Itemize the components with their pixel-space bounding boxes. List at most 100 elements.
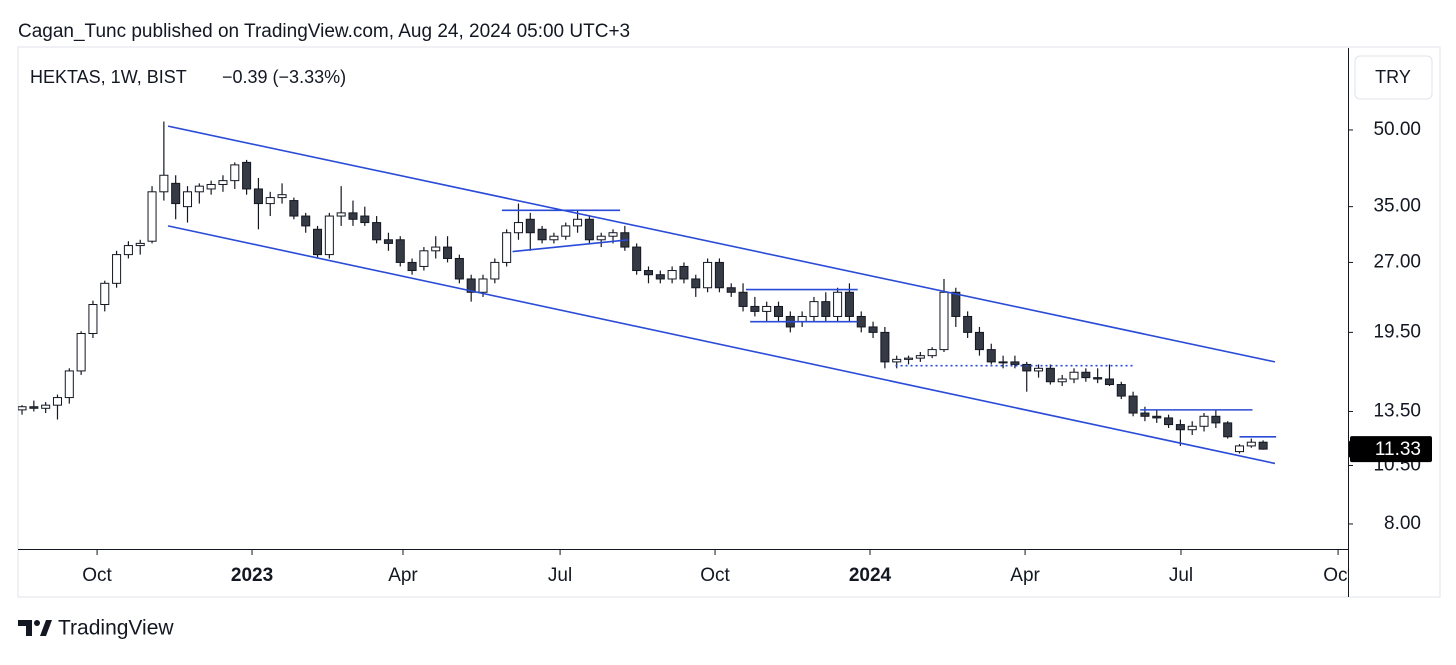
candle-body xyxy=(171,182,181,205)
candle-body xyxy=(1223,422,1233,438)
candle-body xyxy=(1069,371,1079,380)
candle-body xyxy=(265,197,275,205)
candle-body xyxy=(584,218,594,241)
candle-body xyxy=(336,212,346,217)
candle-body xyxy=(1164,417,1174,426)
candle-body xyxy=(1057,378,1067,383)
x-tick-label: Jul xyxy=(1169,565,1193,586)
candle-body xyxy=(419,250,429,267)
x-axis: Oct 2023 Apr Jul Oct 2024 Apr Jul Oct xyxy=(82,550,1353,586)
candle-body xyxy=(52,397,62,406)
candle-body xyxy=(986,349,996,363)
candle-body xyxy=(561,225,571,237)
candle-body xyxy=(714,261,724,289)
change: −0.39 (−3.33%) xyxy=(222,67,346,87)
candle-body xyxy=(726,287,736,293)
candle-body xyxy=(880,331,890,363)
candle-body xyxy=(289,200,299,217)
candle-body xyxy=(466,278,476,293)
trend-line xyxy=(167,225,1276,465)
candle-body xyxy=(643,270,654,276)
candle-body xyxy=(655,274,665,280)
candle-body xyxy=(821,301,831,317)
chart-frame xyxy=(17,46,1441,598)
candle-body xyxy=(608,232,618,237)
candle-body xyxy=(454,257,464,280)
last-price: 11.33 xyxy=(1375,439,1421,460)
y-tick-label: 50.00 xyxy=(1373,119,1421,140)
candle-body xyxy=(691,278,701,289)
candle-body xyxy=(1022,363,1032,372)
candle-body xyxy=(1104,378,1114,386)
x-tick-label: Oct xyxy=(700,565,730,586)
header: Cagan_Tunc published on TradingView.com,… xyxy=(18,21,630,42)
candle-body xyxy=(1140,412,1150,417)
candle-body xyxy=(1246,441,1256,447)
candle-body xyxy=(76,332,86,372)
symbol: HEKTAS, 1W, BIST xyxy=(30,67,187,87)
candle-body xyxy=(939,291,949,351)
candle-body xyxy=(927,349,937,357)
candle-body xyxy=(1258,441,1268,450)
y-tick-label: 35.00 xyxy=(1373,196,1421,217)
candle-body xyxy=(431,246,441,252)
candle-body xyxy=(478,278,488,293)
candle-body xyxy=(998,361,1008,364)
candle-body xyxy=(348,212,358,220)
candle-body xyxy=(573,218,583,227)
candle-body xyxy=(159,174,169,193)
candle-body xyxy=(395,239,405,263)
plot xyxy=(18,121,1277,465)
candle-body xyxy=(123,245,133,256)
candle-body xyxy=(490,261,500,280)
candle-body xyxy=(632,246,642,272)
candle-body xyxy=(100,282,110,306)
candle-body xyxy=(29,406,39,409)
candle-body xyxy=(301,215,311,227)
y-tick-label: 8.00 xyxy=(1384,513,1421,534)
last-price-tag xyxy=(1350,436,1432,463)
candle-body xyxy=(1128,395,1138,414)
x-tick-label: Oct xyxy=(1323,565,1353,586)
candle-body xyxy=(313,228,323,256)
candle-body xyxy=(1152,415,1162,419)
candle-body xyxy=(407,261,417,272)
candle-body xyxy=(738,291,748,307)
candle-body xyxy=(762,305,772,312)
candle-body xyxy=(41,404,51,409)
candle-body xyxy=(667,270,677,280)
candle-body xyxy=(844,291,854,317)
candle-body xyxy=(951,291,961,317)
candle-body xyxy=(513,222,523,234)
trend-line xyxy=(167,125,1276,363)
candle-body xyxy=(833,291,843,317)
candle-body xyxy=(182,191,193,208)
candle-body xyxy=(112,254,122,284)
candle-body xyxy=(1045,367,1055,383)
candle-body xyxy=(549,235,559,241)
currency-button[interactable] xyxy=(1354,55,1433,100)
candle-body xyxy=(502,232,512,263)
candle-body xyxy=(1081,371,1091,379)
candle-body xyxy=(974,331,984,351)
candle-body xyxy=(253,188,263,205)
trend-line xyxy=(512,238,629,253)
candle-body xyxy=(963,315,973,333)
candle-body xyxy=(1199,415,1209,427)
candle-body xyxy=(892,358,902,363)
currency[interactable]: TRY xyxy=(1375,67,1411,87)
candle-body xyxy=(64,370,74,399)
candle-body xyxy=(443,246,453,259)
candle-body xyxy=(856,315,866,328)
x-tick-label: Apr xyxy=(388,565,418,586)
candle-body xyxy=(773,305,784,317)
candle-body xyxy=(242,161,252,190)
candle-body xyxy=(383,239,393,244)
candle-body xyxy=(1116,384,1126,397)
candle-body xyxy=(360,215,370,224)
candle-body xyxy=(1234,445,1245,453)
x-tick-label: 2024 xyxy=(849,565,892,586)
